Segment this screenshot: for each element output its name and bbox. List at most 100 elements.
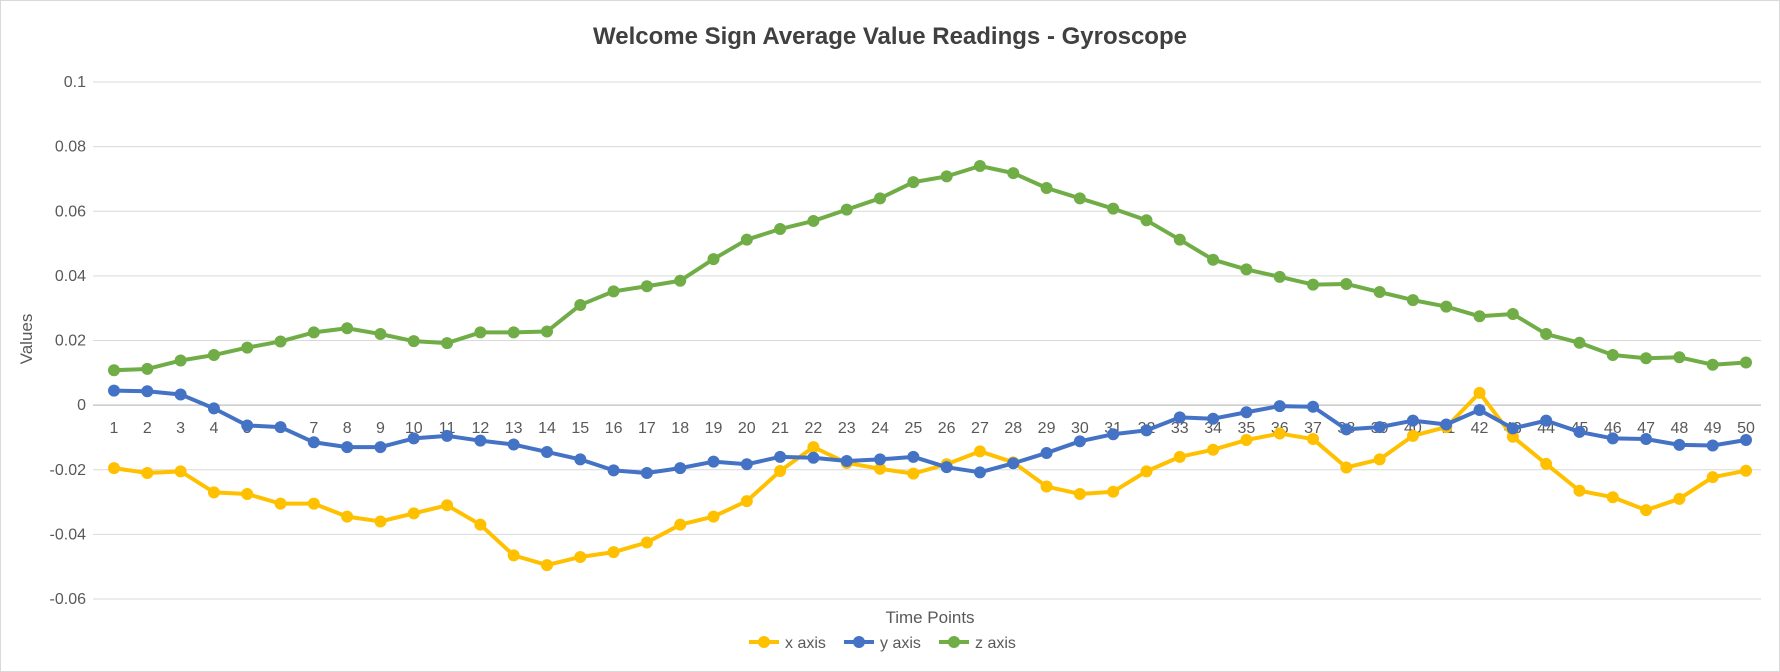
data-point: [1506, 308, 1519, 321]
x-tick-label: 18: [671, 420, 689, 437]
data-point: [607, 464, 620, 477]
data-point: [640, 466, 653, 479]
data-point: [940, 170, 953, 183]
x-tick-label: 7: [309, 420, 318, 437]
data-point: [1240, 434, 1253, 447]
x-tick-label: 20: [738, 420, 756, 437]
data-point: [1740, 356, 1752, 369]
x-tick-label: 34: [1204, 420, 1222, 437]
legend-item: z axis: [939, 635, 1016, 652]
data-point: [1340, 277, 1353, 290]
data-point: [1673, 438, 1686, 451]
data-point: [1373, 421, 1386, 434]
x-tick-label: 4: [209, 420, 218, 437]
x-tick-label: 47: [1637, 420, 1655, 437]
data-point: [1307, 400, 1320, 413]
data-point: [1173, 233, 1186, 246]
y-tick-label: 0.08: [55, 139, 86, 156]
data-point: [174, 388, 187, 401]
y-tick-label: -0.06: [50, 591, 87, 608]
data-point: [441, 429, 454, 442]
x-tick-label: 42: [1471, 420, 1489, 437]
data-point: [1140, 424, 1153, 437]
data-point: [1606, 349, 1619, 362]
data-point: [1073, 435, 1086, 448]
data-point: [141, 466, 154, 479]
data-point: [1107, 428, 1120, 441]
x-tick-label: 2: [143, 420, 152, 437]
data-point: [973, 160, 986, 173]
series-line: [112, 164, 1748, 373]
legend-label: x axis: [785, 635, 826, 652]
data-point: [840, 203, 853, 216]
data-point: [1373, 453, 1386, 466]
series-line: [112, 390, 1748, 568]
data-point: [1107, 485, 1120, 498]
data-point: [874, 192, 887, 205]
data-point: [108, 364, 120, 377]
data-point: [740, 458, 753, 471]
data-point: [1673, 492, 1686, 505]
data-point: [407, 507, 420, 520]
series-z-axis: [108, 160, 1752, 377]
y-axis-ticks: 0.1 0.08 0.06 0.04 0.02 0 -0.02 -0.04 -0.06: [50, 74, 87, 608]
data-point: [540, 559, 553, 572]
data-point: [907, 176, 920, 189]
y-tick-label: 0.04: [55, 268, 86, 285]
x-tick-label: 3: [176, 420, 185, 437]
legend-item: y axis: [844, 635, 921, 652]
data-point: [1207, 412, 1220, 425]
data-point: [108, 384, 120, 397]
x-tick-label: 35: [1238, 420, 1256, 437]
data-point: [241, 487, 254, 500]
x-tick-label: 50: [1737, 420, 1755, 437]
x-tick-label: 37: [1304, 420, 1322, 437]
data-point: [241, 419, 254, 432]
data-point: [574, 298, 587, 311]
x-tick-label: 21: [771, 420, 789, 437]
y-tick-label: 0.02: [55, 333, 86, 350]
data-point: [507, 438, 520, 451]
data-point: [307, 497, 320, 510]
data-point: [840, 455, 853, 468]
y-tick-label: 0.06: [55, 203, 86, 220]
data-point: [141, 385, 154, 398]
data-point: [1073, 192, 1086, 205]
data-point: [341, 510, 354, 523]
data-point: [874, 462, 887, 475]
data-point: [1440, 300, 1453, 313]
x-tick-label: 26: [938, 420, 956, 437]
data-point: [108, 462, 120, 475]
data-point: [1073, 487, 1086, 500]
data-point: [1007, 457, 1020, 470]
data-point: [1573, 336, 1586, 349]
x-tick-label: 9: [376, 420, 385, 437]
x-tick-label: 30: [1071, 420, 1089, 437]
data-point: [640, 280, 653, 293]
data-point: [540, 325, 553, 338]
data-point: [574, 453, 587, 466]
x-tick-label: 8: [343, 420, 352, 437]
data-point: [774, 450, 787, 463]
data-point: [1273, 270, 1286, 283]
data-point: [307, 326, 320, 339]
data-point: [1240, 263, 1253, 276]
y-axis-title: Values: [17, 314, 36, 365]
data-point: [707, 510, 720, 523]
data-point: [441, 337, 454, 350]
data-point: [1307, 278, 1320, 291]
data-point: [474, 434, 487, 447]
data-point: [707, 455, 720, 468]
x-tick-label: 16: [605, 420, 623, 437]
x-axis-title: Time Points: [885, 608, 974, 627]
data-point: [1573, 484, 1586, 497]
data-point: [940, 461, 953, 474]
x-tick-label: 24: [871, 420, 889, 437]
data-point: [1040, 446, 1053, 459]
series-y-axis: [108, 384, 1752, 479]
data-point: [1673, 351, 1686, 364]
plot-series: [108, 160, 1752, 572]
series-line: [112, 388, 1748, 475]
data-point: [1540, 328, 1553, 341]
